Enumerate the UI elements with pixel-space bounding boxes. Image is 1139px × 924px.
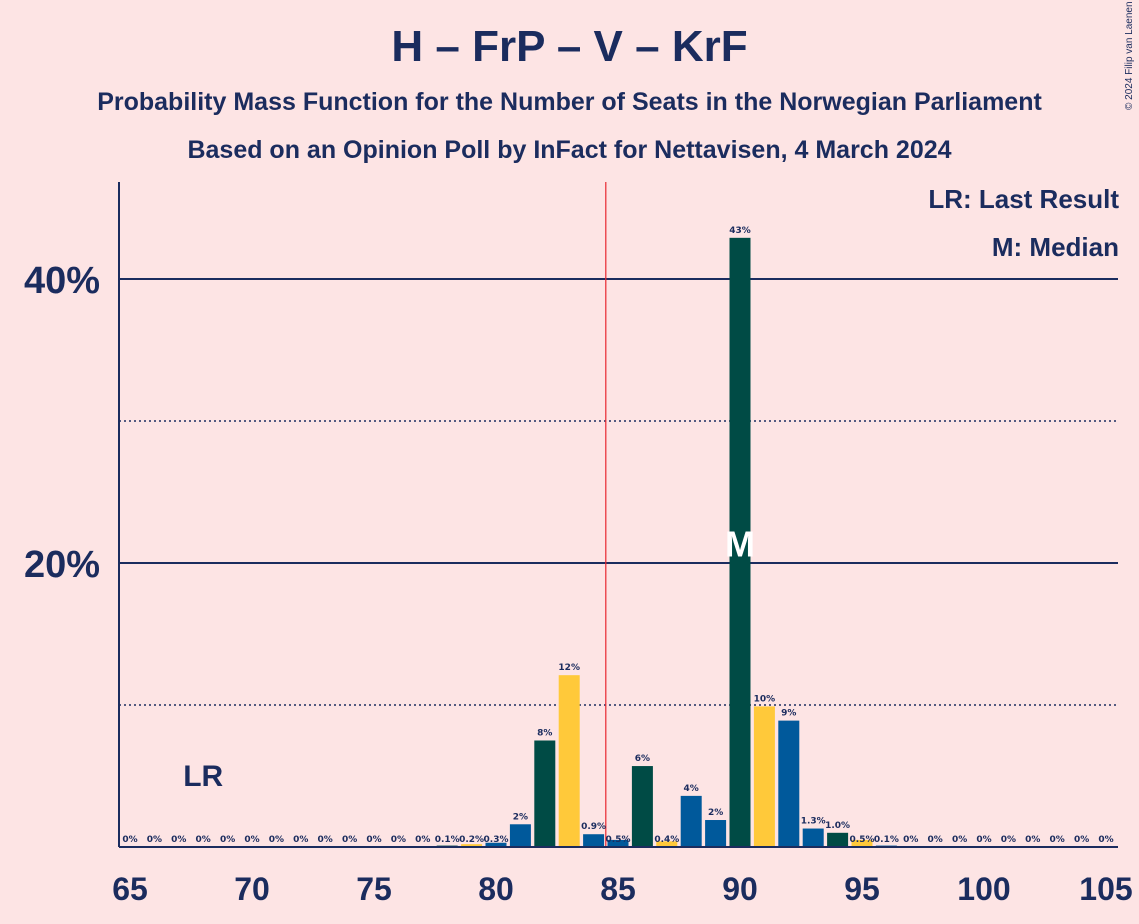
data-label-66: 0% [147, 835, 162, 845]
bar-92 [778, 720, 800, 847]
legend-last-result: LR: Last Result [928, 184, 1119, 214]
x-tick-label-105: 105 [1079, 871, 1132, 907]
data-label-78: 0.1% [435, 835, 460, 845]
data-label-76: 0% [391, 835, 406, 845]
data-label-98: 0% [928, 835, 943, 845]
data-label-67: 0% [171, 835, 186, 845]
bar-95 [851, 839, 873, 847]
x-tick-label-70: 70 [234, 871, 270, 907]
data-label-77: 0% [415, 835, 430, 845]
y-tick-label-20: 20% [24, 544, 100, 586]
data-label-88: 4% [684, 784, 699, 794]
data-label-95: 0.5% [850, 835, 875, 845]
data-label-94: 1.0% [825, 821, 850, 831]
bar-93 [802, 828, 824, 847]
data-label-100: 0% [976, 835, 991, 845]
x-tick-label-65: 65 [112, 871, 148, 907]
bar-94 [827, 832, 849, 847]
data-label-99: 0% [952, 835, 967, 845]
data-label-86: 6% [635, 754, 650, 764]
data-label-81: 2% [513, 812, 528, 822]
data-label-84: 0.9% [581, 822, 606, 832]
data-label-104: 0% [1074, 835, 1089, 845]
x-tick-label-95: 95 [844, 871, 880, 907]
data-label-73: 0% [318, 835, 333, 845]
x-tick-label-75: 75 [356, 871, 392, 907]
data-label-85: 0.5% [606, 835, 631, 845]
data-label-83: 12% [558, 663, 580, 673]
x-tick-label-85: 85 [600, 871, 636, 907]
bar-86 [631, 766, 653, 847]
data-label-74: 0% [342, 835, 357, 845]
last-result-marker: LR [183, 760, 223, 793]
bar-82 [534, 740, 556, 847]
x-tick-label-80: 80 [478, 871, 514, 907]
data-label-82: 8% [537, 729, 552, 739]
data-label-80: 0.3% [484, 835, 509, 845]
data-label-97: 0% [903, 835, 918, 845]
data-label-72: 0% [293, 835, 308, 845]
bar-87 [656, 841, 678, 847]
legend-median: M: Median [991, 232, 1119, 262]
data-label-75: 0% [366, 835, 381, 845]
chart-subtitle: Probability Mass Function for the Number… [97, 88, 1042, 116]
data-label-87: 0.4% [654, 835, 679, 845]
data-label-92: 9% [781, 709, 796, 719]
bar-88 [680, 795, 702, 847]
data-label-69: 0% [220, 835, 235, 845]
bar-79 [461, 844, 483, 847]
data-label-68: 0% [196, 835, 211, 845]
data-label-89: 2% [708, 808, 723, 818]
bar-89 [705, 820, 727, 847]
data-label-79: 0.2% [459, 835, 484, 845]
median-marker: M [725, 523, 755, 564]
bar-85 [607, 839, 629, 847]
chart-source: Based on an Opinion Poll by InFact for N… [187, 136, 952, 164]
data-label-103: 0% [1050, 835, 1065, 845]
data-label-102: 0% [1025, 835, 1040, 845]
data-label-101: 0% [1001, 835, 1016, 845]
data-label-91: 10% [754, 694, 776, 704]
data-label-105: 0% [1098, 835, 1113, 845]
data-label-65: 0% [122, 835, 137, 845]
chart-title: H – FrP – V – KrF [391, 22, 748, 71]
bar-80 [485, 842, 507, 847]
y-tick-label-40: 40% [24, 260, 100, 302]
x-tick-label-100: 100 [957, 871, 1010, 907]
bar-81 [509, 824, 531, 847]
bar-90 [729, 237, 751, 847]
data-label-70: 0% [244, 835, 259, 845]
bar-84 [583, 834, 605, 847]
bar-83 [558, 675, 580, 847]
data-label-90: 43% [729, 226, 751, 236]
data-label-96: 0.1% [874, 835, 899, 845]
x-tick-label-90: 90 [722, 871, 758, 907]
bar-91 [753, 706, 775, 847]
data-label-71: 0% [269, 835, 284, 845]
data-label-93: 1.3% [801, 817, 826, 827]
